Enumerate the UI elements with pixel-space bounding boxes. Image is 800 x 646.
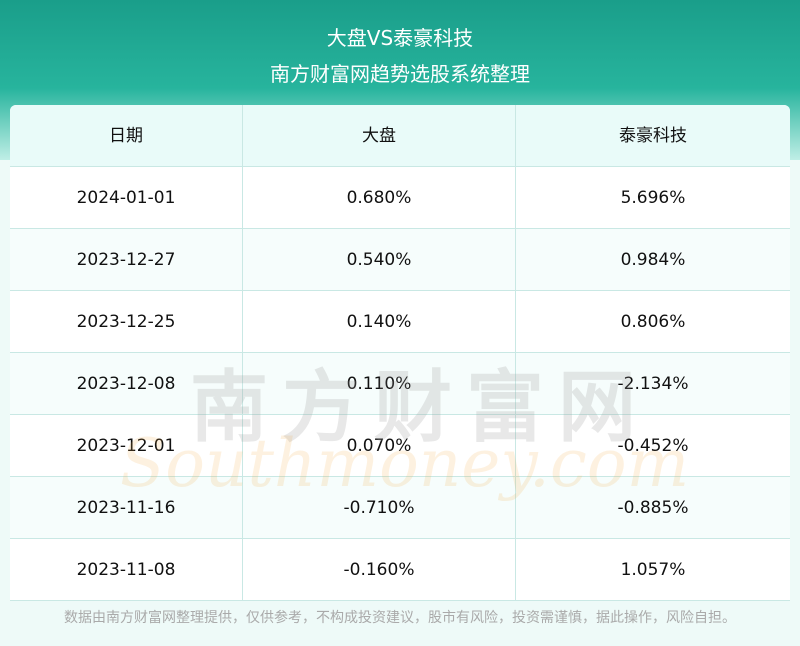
table-cell: 0.806% [516,291,790,353]
table-cell: -0.710% [243,477,516,539]
column-header: 泰豪科技 [516,105,790,167]
subtitle: 南方财富网趋势选股系统整理 [270,62,530,86]
table-cell: 0.680% [243,167,516,229]
watermark-en: Southmoney.com [120,425,690,502]
watermark-cn: 南方财富网 [190,363,651,453]
table: 日期 大盘 泰豪科技 2024-01-01 0.680% 5.696% 2023-12-27… [10,105,790,601]
table-cell: 5.696% [516,167,790,229]
table-cell: 0.984% [516,229,790,291]
disclaimer: 数据由南方财富网整理提供，仅供参考，不构成投资建议，股市有风险，投资需谨慎，据此… [64,610,736,626]
table-cell: 2023-11-16 [10,477,243,539]
table-cell: 2024-01-01 [10,167,243,229]
column-header: 日期 [10,105,243,167]
table-cell: -0.885% [516,477,790,539]
column-header: 大盘 [243,105,516,167]
table-cell: -0.160% [243,539,516,601]
table-cell: 2023-12-08 [10,353,243,415]
table-cell: 1.057% [516,539,790,601]
table-cell: -0.452% [516,415,790,477]
table-cell: 2023-11-08 [10,539,243,601]
table-cell: -2.134% [516,353,790,415]
table-cell: 0.070% [243,415,516,477]
table-cell: 0.110% [243,353,516,415]
table-cell: 0.540% [243,229,516,291]
table-cell: 2023-12-25 [10,291,243,353]
table-cell: 0.140% [243,291,516,353]
title: 大盘VS泰豪科技 [326,26,474,50]
table-cell: 2023-12-27 [10,229,243,291]
table-cell: 2023-12-01 [10,415,243,477]
